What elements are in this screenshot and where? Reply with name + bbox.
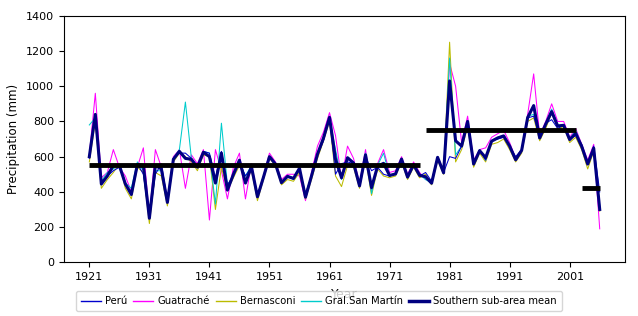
Legend: Perú, Guatraché, Bernasconi, Gral.San Martín, Southern sub-area mean: Perú, Guatraché, Bernasconi, Gral.San Ma… [76, 291, 562, 311]
X-axis label: Year: Year [331, 288, 358, 301]
Y-axis label: Precipitation (mm): Precipitation (mm) [8, 84, 20, 194]
